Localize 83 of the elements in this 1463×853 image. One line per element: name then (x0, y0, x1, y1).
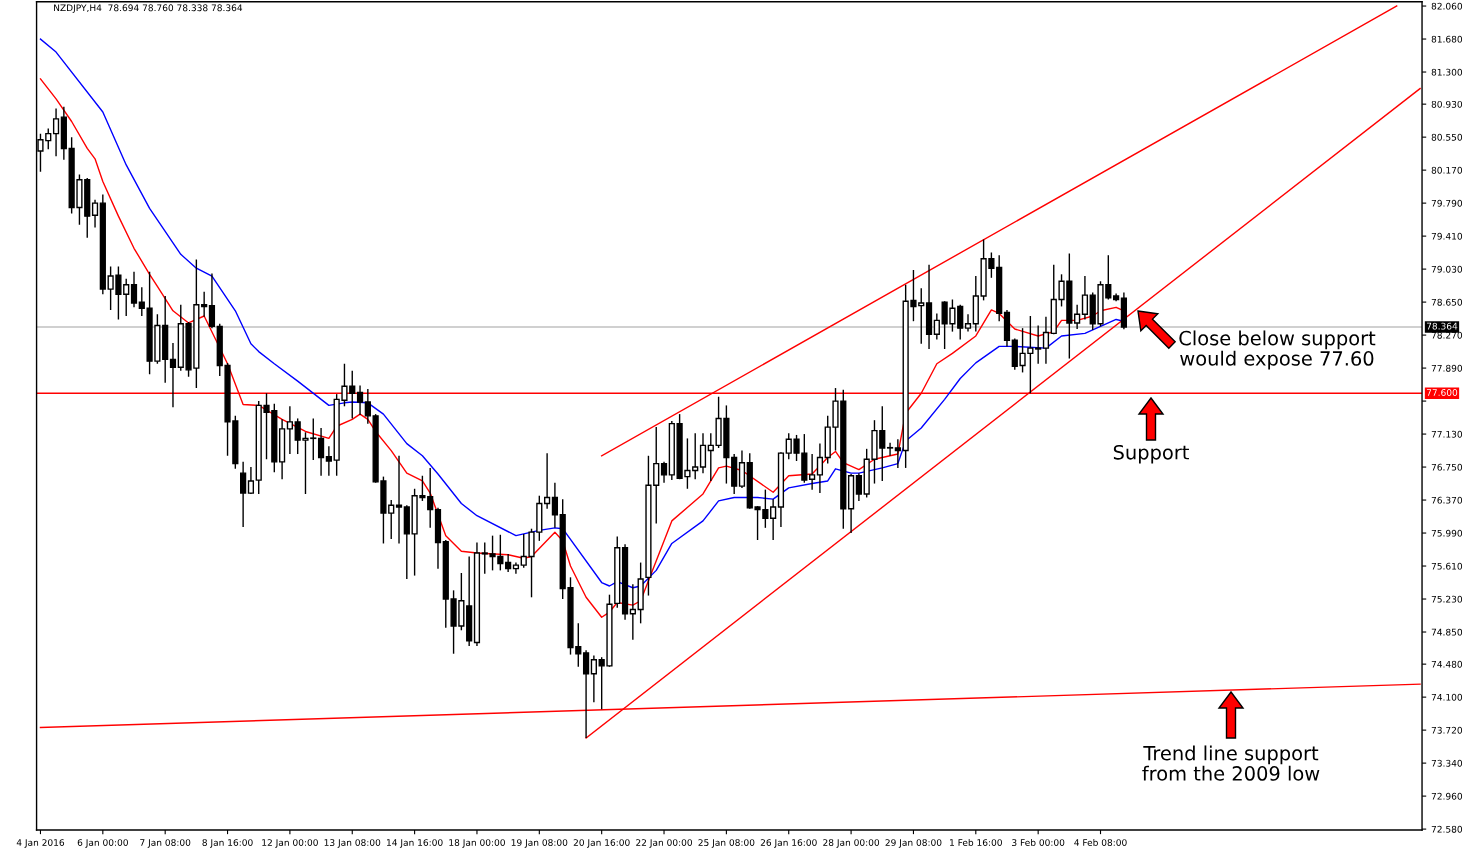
x-tick-label: 4 Jan 2016 (16, 839, 65, 848)
candlestick (201, 290, 208, 318)
x-tick-label: 3 Feb 00:00 (1012, 839, 1065, 846)
y-tick-label: 74.480 (1431, 660, 1463, 668)
x-tick-label: 6 Jan 00:00 (77, 839, 128, 848)
candlestick (247, 466, 255, 495)
x-tick-label: 8 Jan 16:00 (202, 839, 253, 848)
candlestick (660, 461, 668, 484)
ref-line-label: 77.600 (1426, 389, 1458, 396)
y-tick-label: 82.060 (1431, 2, 1463, 10)
y-tick-label: 72.580 (1431, 825, 1463, 833)
candlestick (933, 312, 940, 341)
candlestick (208, 272, 216, 329)
candlestick (169, 342, 177, 408)
annotation: Trend line support from the 2009 low (1142, 745, 1320, 781)
y-tick-label: 75.230 (1431, 595, 1463, 603)
y-tick-label: 81.300 (1431, 68, 1463, 76)
y-tick-label: 81.680 (1431, 35, 1463, 43)
candlestick (1042, 316, 1050, 365)
candlestick (356, 384, 364, 416)
candlestick (816, 442, 824, 494)
candlestick (130, 271, 138, 309)
y-tick-label: 74.100 (1431, 693, 1463, 701)
x-tick-label: 13 Jan 08:00 (324, 839, 381, 848)
candlestick (325, 445, 332, 477)
candlestick (52, 107, 60, 157)
y-tick-label: 76.370 (1431, 496, 1463, 504)
annotation: Close below support would expose 77.60 (1179, 330, 1376, 370)
candlestick (317, 427, 325, 477)
candlestick (364, 388, 371, 425)
candlestick (1081, 275, 1089, 321)
x-tick-label: 22 Jan 00:00 (636, 839, 693, 848)
candlestick (855, 472, 862, 502)
ref-line-label: 78.364 (1426, 322, 1458, 330)
candlestick (286, 405, 294, 455)
annotation: Support (1113, 444, 1189, 464)
x-tick-label: 14 Jan 16:00 (387, 839, 443, 848)
candlestick (91, 198, 99, 229)
y-tick-label: 75.990 (1431, 529, 1463, 537)
y-tick-label: 72.960 (1431, 792, 1463, 800)
x-tick-label: 25 Jan 08:00 (698, 839, 755, 848)
x-tick-label: 26 Jan 16:00 (760, 839, 817, 848)
x-tick-label: 18 Jan 00:00 (449, 839, 505, 848)
y-tick-label: 77.130 (1431, 430, 1463, 438)
y-tick-label: 80.170 (1431, 166, 1463, 174)
y-tick-label: 79.030 (1431, 265, 1463, 273)
candlestick (894, 438, 901, 469)
y-tick-label: 79.790 (1431, 199, 1463, 207)
y-tick-label: 73.340 (1431, 759, 1463, 767)
candlestick (809, 453, 816, 491)
y-tick-label: 78.270 (1431, 331, 1463, 339)
candlestick (395, 455, 403, 545)
y-tick-label: 78.650 (1431, 298, 1463, 306)
y-tick-label: 79.410 (1431, 232, 1463, 240)
candlestick (543, 452, 551, 510)
candlestick (505, 553, 512, 573)
x-tick-label: 19 Jan 08:00 (511, 839, 568, 848)
candlestick (770, 498, 777, 541)
y-tick-label: 76.750 (1431, 463, 1463, 471)
y-tick-label: 74.850 (1431, 628, 1463, 636)
x-tick-label: 7 Jan 08:00 (140, 839, 191, 848)
candlestick (738, 449, 746, 489)
x-tick-label: 1 Feb 16:00 (950, 839, 1002, 846)
x-tick-label: 12 Jan 00:00 (262, 839, 318, 848)
candlestick (582, 649, 590, 739)
candlestick (590, 654, 597, 704)
x-tick-label: 20 Jan 16:00 (573, 839, 630, 848)
candlestick (886, 442, 894, 457)
y-tick-label: 75.610 (1431, 562, 1463, 570)
candlestick (699, 432, 707, 474)
candlestick (240, 461, 247, 528)
x-tick-label: 4 Feb 08:00 (1074, 839, 1127, 846)
y-tick-label: 80.930 (1431, 100, 1463, 108)
candlestick (964, 313, 972, 333)
x-tick-label: 29 Jan 08:00 (885, 839, 942, 848)
candlestick (1035, 324, 1042, 365)
x-tick-label: 28 Jan 00:00 (823, 839, 880, 848)
chart-title: NZDJPY,H4 78.694 78.760 78.338 78.364 (54, 4, 243, 13)
candlestick (1074, 304, 1081, 330)
y-tick-label: 77.890 (1431, 364, 1463, 372)
candlestick (551, 481, 559, 529)
y-tick-label: 73.720 (1431, 726, 1463, 734)
y-tick-label: 80.550 (1431, 133, 1463, 141)
